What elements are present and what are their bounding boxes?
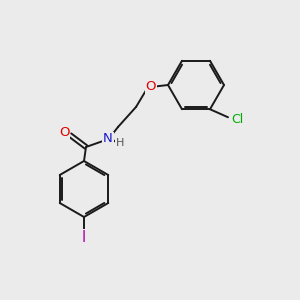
Text: O: O: [59, 125, 69, 139]
Text: I: I: [82, 230, 86, 244]
Text: H: H: [116, 138, 124, 148]
Text: Cl: Cl: [231, 113, 243, 126]
Text: N: N: [103, 133, 113, 146]
Text: O: O: [146, 80, 156, 94]
